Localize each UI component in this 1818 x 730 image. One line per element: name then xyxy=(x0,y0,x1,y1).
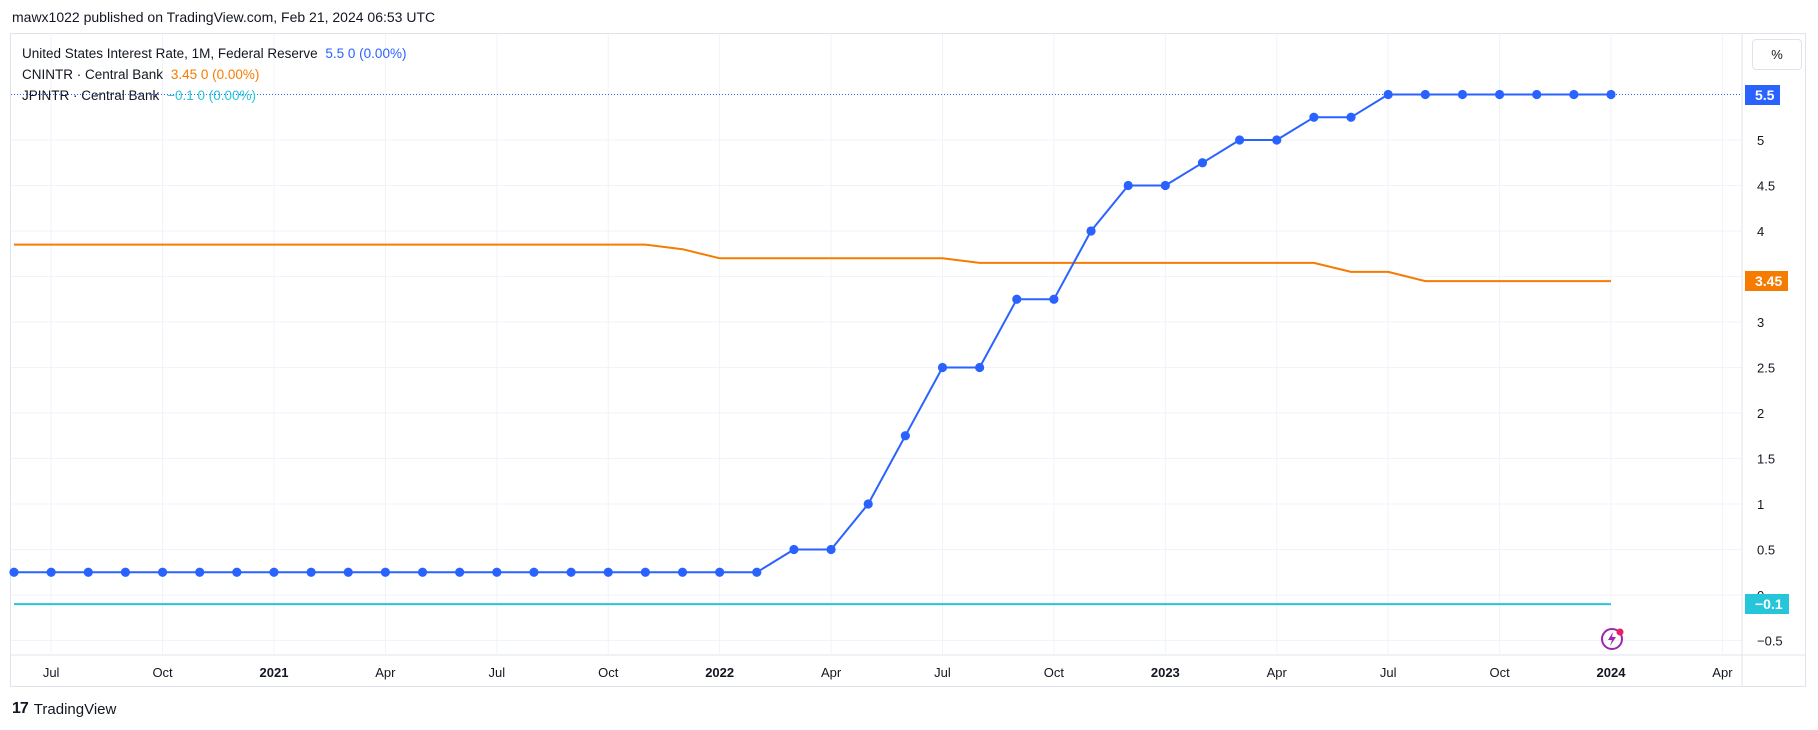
x-axis: Jul Oct 2021 Apr Jul Oct 2022 Apr Jul Oct 2023 Apr J… xyxy=(43,665,1733,680)
x-tick-label: Oct xyxy=(152,665,173,680)
data-point[interactable] xyxy=(566,567,576,577)
x-tick-label: Apr xyxy=(1712,665,1733,680)
legend-value: 3.45 0 (0.00%) xyxy=(170,67,260,82)
x-tick-label: Oct xyxy=(1044,665,1065,680)
data-point[interactable] xyxy=(195,567,205,577)
data-point[interactable] xyxy=(455,567,465,577)
legend-entry-us[interactable]: United States Interest Rate, 1M, Federal… xyxy=(22,43,406,64)
data-point[interactable] xyxy=(83,567,93,577)
x-tick-label: Jul xyxy=(1380,665,1397,680)
data-point[interactable] xyxy=(1494,89,1505,100)
legend-entry-cn[interactable]: CNINTR · Central Bank 3.45 0 (0.00%) xyxy=(22,64,406,85)
data-point[interactable] xyxy=(1235,135,1245,145)
tradingview-logo[interactable]: 17 TradingView xyxy=(12,700,116,718)
legend-label: CNINTR · Central Bank xyxy=(22,67,164,82)
y-tick-label: 0.5 xyxy=(1757,543,1775,558)
x-tick-label: 2024 xyxy=(1597,665,1627,680)
data-point[interactable] xyxy=(789,544,799,555)
y-tick-label: 1 xyxy=(1757,497,1764,512)
data-point[interactable] xyxy=(900,431,910,441)
data-point[interactable] xyxy=(1197,158,1208,168)
data-point[interactable] xyxy=(826,544,836,555)
data-point[interactable] xyxy=(677,567,688,577)
data-point[interactable] xyxy=(120,567,131,577)
y-axis: 54.543.532.521.510.50−0.5 xyxy=(1757,133,1783,649)
x-tick-label: Oct xyxy=(1489,665,1510,680)
data-point[interactable] xyxy=(343,567,353,577)
data-point[interactable] xyxy=(863,499,873,509)
price-tag-cn: 3.45 xyxy=(1745,271,1789,292)
data-point[interactable] xyxy=(1346,112,1356,122)
x-tick-label: 2023 xyxy=(1151,665,1180,680)
x-tick-label: Apr xyxy=(375,665,396,680)
data-point[interactable] xyxy=(1420,89,1430,100)
x-tick-label: 2021 xyxy=(260,665,289,680)
data-point[interactable] xyxy=(715,567,725,577)
tradingview-brand: TradingView xyxy=(33,700,117,718)
price-tag-us: 5.5 xyxy=(1745,84,1781,105)
chart-legend: United States Interest Rate, 1M, Federal… xyxy=(22,43,406,106)
y-tick-label: 2 xyxy=(1757,406,1764,421)
x-tick-label: Jul xyxy=(489,665,506,680)
data-point[interactable] xyxy=(380,567,390,577)
y-tick-label: −0.5 xyxy=(1757,634,1783,649)
y-tick-label: 5 xyxy=(1757,133,1764,148)
x-tick-label: Jul xyxy=(934,665,951,680)
y-tick-label: 2.5 xyxy=(1757,361,1775,376)
grid-lines xyxy=(11,34,1806,687)
series-layer xyxy=(9,89,1616,606)
data-point[interactable] xyxy=(417,567,428,577)
data-point[interactable] xyxy=(46,567,56,577)
lightning-icon[interactable] xyxy=(1599,626,1625,652)
data-point[interactable] xyxy=(603,567,613,577)
data-point[interactable] xyxy=(306,567,316,577)
data-point[interactable] xyxy=(975,362,985,373)
tradingview-logo-icon: 17 xyxy=(12,700,29,717)
y-tick-label: 4 xyxy=(1757,224,1764,239)
data-point[interactable] xyxy=(937,362,948,373)
data-point[interactable] xyxy=(492,567,502,577)
x-tick-label: Apr xyxy=(1267,665,1288,680)
data-point[interactable] xyxy=(1309,112,1319,122)
data-point[interactable] xyxy=(1457,89,1468,100)
data-point[interactable] xyxy=(1123,180,1133,191)
x-tick-label: Apr xyxy=(821,665,842,680)
data-point[interactable] xyxy=(1012,294,1022,304)
data-point[interactable] xyxy=(1086,226,1096,236)
data-point[interactable] xyxy=(1383,89,1393,100)
legend-value: −0.1 0 (0.00%) xyxy=(167,88,256,103)
series-line-1[interactable] xyxy=(14,243,1611,283)
data-point[interactable] xyxy=(1160,180,1170,191)
data-point[interactable] xyxy=(1606,89,1616,100)
data-point[interactable] xyxy=(1532,89,1542,100)
data-point[interactable] xyxy=(9,567,19,577)
legend-entry-jp[interactable]: JPINTR · Central Bank −0.1 0 (0.00%) xyxy=(22,85,406,106)
data-point[interactable] xyxy=(640,567,650,577)
data-point[interactable] xyxy=(529,567,539,577)
data-point[interactable] xyxy=(269,567,279,577)
legend-label: JPINTR · Central Bank xyxy=(22,88,160,103)
chart-frame[interactable] xyxy=(10,33,1806,687)
scale-unit-button[interactable]: % xyxy=(1752,39,1802,70)
legend-value: 5.5 0 (0.00%) xyxy=(325,46,407,61)
x-tick-label: 2022 xyxy=(705,665,734,680)
publish-info: mawx1022 published on TradingView.com, F… xyxy=(12,9,436,25)
legend-label: United States Interest Rate, 1M, Federal… xyxy=(22,46,318,61)
data-point[interactable] xyxy=(1272,135,1282,145)
y-tick-label: 3 xyxy=(1757,315,1764,330)
y-tick-label: 1.5 xyxy=(1757,452,1775,467)
data-point[interactable] xyxy=(232,567,242,577)
price-tag-jp: −0.1 xyxy=(1745,594,1789,615)
data-point[interactable] xyxy=(1049,294,1059,304)
series-line-0[interactable] xyxy=(14,93,1611,574)
data-point[interactable] xyxy=(1569,89,1579,100)
y-tick-label: 4.5 xyxy=(1757,179,1775,194)
data-point[interactable] xyxy=(157,567,168,577)
x-tick-label: Jul xyxy=(43,665,60,680)
data-point[interactable] xyxy=(752,567,762,577)
x-tick-label: Oct xyxy=(598,665,619,680)
